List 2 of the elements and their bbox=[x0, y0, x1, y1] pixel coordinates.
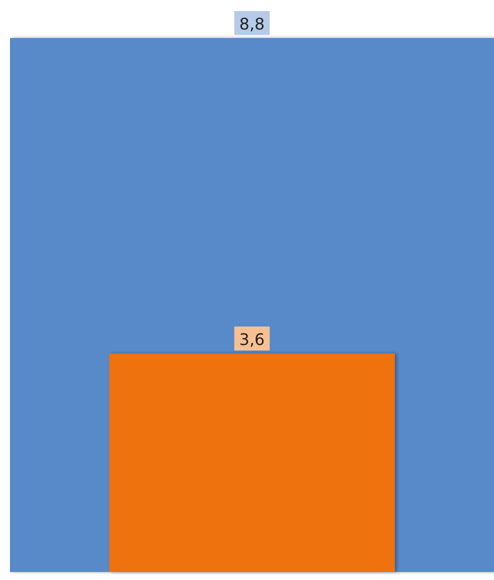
data-label: 8,8 bbox=[239, 14, 265, 34]
data-label: 3,6 bbox=[239, 330, 265, 350]
